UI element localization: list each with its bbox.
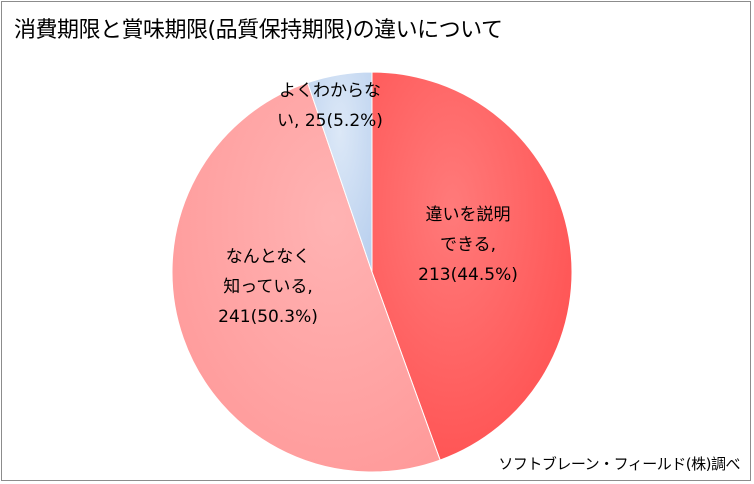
source-note: ソフトブレーン・フィールド(株)調べ: [498, 455, 740, 473]
chart-title: 消費期限と賞味期限(品質保持期限)の違いについて: [14, 18, 503, 43]
slice-label-2: なんとなく知っている, 241(50.3%): [218, 247, 318, 327]
slice-label-3: よくわからない, 25(5.2%): [277, 81, 383, 131]
pie-slice-2: [171, 82, 441, 473]
pie-slice-1: [371, 71, 573, 461]
slice-label-1: 違いを説明できる, 213(44.5%): [418, 205, 518, 285]
pie-slice-3: [306, 71, 373, 273]
